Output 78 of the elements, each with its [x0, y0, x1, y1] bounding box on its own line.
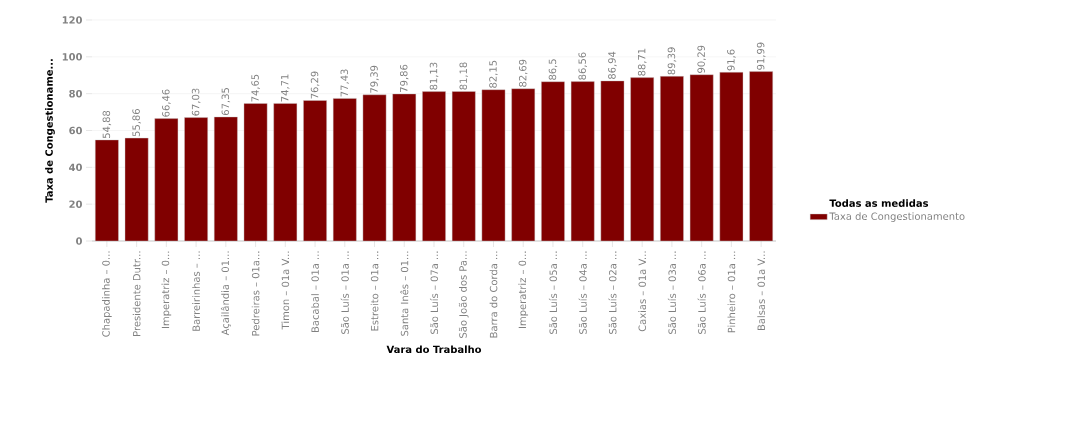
y-axis-title: Taxa de Congestioname...: [45, 59, 55, 203]
x-tick-label: Açailândia – 01...: [220, 251, 231, 336]
data-label: 67,35: [221, 88, 231, 116]
data-label: 90,29: [697, 45, 706, 73]
bar: [95, 139, 119, 242]
x-tick-label: São Luís – 03a ...: [667, 251, 676, 334]
data-label: 82,15: [489, 60, 498, 88]
x-tick-label: São Luís – 01a ...: [340, 251, 349, 334]
data-label: 79,39: [370, 65, 379, 93]
bar: [184, 117, 208, 242]
bar: [243, 103, 268, 242]
data-label: 54,88: [102, 110, 112, 138]
legend-label: Taxa de Congestionamento: [829, 212, 965, 222]
data-label: 79,86: [399, 64, 409, 92]
bar: [689, 74, 714, 242]
bar: [303, 100, 327, 242]
x-tick-label: Pinheiro – 01a ...: [727, 251, 736, 333]
data-label: 74,65: [251, 74, 260, 102]
data-label: 89,39: [667, 47, 677, 75]
bar: [570, 81, 595, 242]
x-axis-title: Vara do Trabalho: [386, 345, 482, 354]
bar: [273, 103, 298, 242]
data-label: 81,13: [429, 62, 439, 90]
bar: [422, 91, 446, 242]
x-tick-label: São Luís – 02a ...: [608, 251, 617, 334]
bar: [392, 93, 417, 242]
bar: [332, 98, 357, 242]
x-tick-label: Balsas – 01a V...: [757, 251, 765, 331]
bar: [660, 76, 684, 242]
data-label: 82,69: [518, 59, 528, 87]
x-tick-label: Pedreiras – 01a...: [251, 251, 260, 336]
x-tick-label: Santa Inês – 01...: [400, 251, 409, 336]
data-label: 76,29: [310, 71, 320, 99]
data-label: 91,6: [727, 49, 736, 71]
x-tick-label: Bacabal – 01a ...: [311, 251, 319, 333]
x-tick-label: São Luís – 07a ...: [429, 251, 439, 334]
y-tick-label: 120: [62, 16, 82, 24]
legend-title: Todas as medidas: [829, 199, 929, 207]
y-tick-label: 40: [69, 163, 82, 172]
y-tick-label: 0: [76, 237, 82, 245]
x-tick-label: Barreirinhas – ...: [192, 251, 200, 331]
data-label: 55,86: [132, 109, 141, 137]
bar: [451, 91, 476, 242]
data-label: 86,56: [578, 52, 587, 80]
bar: [630, 77, 654, 242]
bar: [719, 72, 744, 242]
data-label: 77,43: [340, 69, 350, 97]
bar: [362, 94, 387, 242]
y-tick-label: 20: [69, 200, 82, 208]
bar: [481, 89, 506, 242]
x-tick-label: São Luís – 06a ...: [697, 251, 706, 334]
x-tick-label: Imperatriz – 0...: [161, 251, 172, 328]
data-label: 91,99: [756, 42, 766, 70]
bar: [124, 137, 149, 242]
bar: [214, 116, 238, 242]
data-label: 81,18: [459, 62, 469, 90]
x-tick-label: São Luís – 05a ...: [548, 251, 558, 334]
x-tick-label: Barra do Corda ...: [489, 251, 498, 338]
data-label: 74,71: [281, 74, 290, 102]
bar: [749, 71, 773, 242]
data-label: 86,5: [548, 59, 558, 80]
bar: [154, 118, 179, 242]
y-tick-label: 80: [69, 89, 82, 98]
x-tick-label: Caxias – 01a V...: [638, 251, 647, 332]
x-tick-label: Imperatriz – 0...: [518, 251, 529, 328]
data-label: 88,71: [637, 48, 647, 76]
x-tick-label: São Luís – 04a ...: [578, 251, 587, 334]
bar: [600, 80, 625, 242]
y-tick-label: 100: [62, 53, 82, 61]
data-label: 67,03: [191, 88, 201, 116]
data-label: 86,94: [608, 51, 617, 80]
bar: [541, 81, 565, 242]
x-tick-label: Timon – 01a V...: [281, 251, 290, 330]
y-tick-label: 60: [69, 126, 82, 135]
data-label: 66,46: [162, 89, 171, 117]
bar: [511, 88, 536, 242]
x-tick-label: Estreito – 01a ...: [370, 251, 379, 331]
x-tick-label: Presidente Dutr...: [132, 251, 141, 336]
